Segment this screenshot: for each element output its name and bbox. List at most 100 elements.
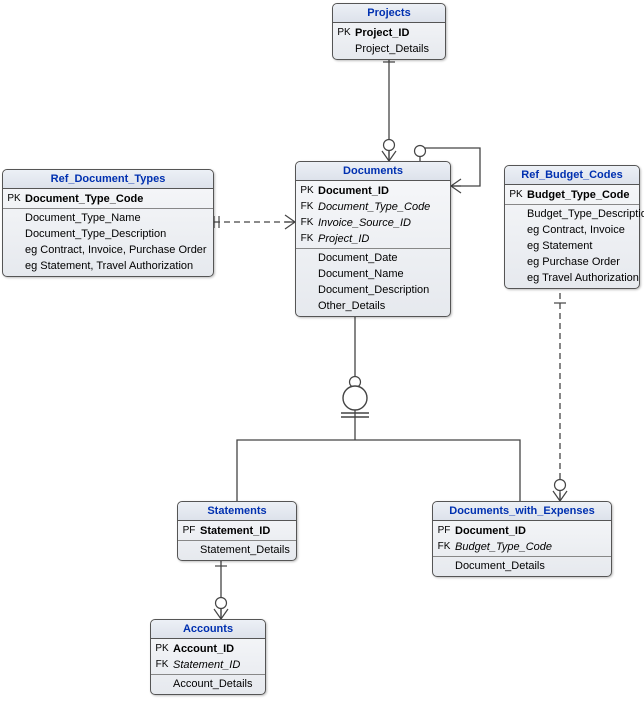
attribute-row: PFStatement_ID (178, 523, 296, 539)
er-diagram-canvas: Projects PKProject_IDProject_Details Ref… (0, 0, 644, 709)
key-indicator (3, 227, 25, 241)
entity-body: PKBudget_Type_Code Budget_Type_Descriptio… (505, 185, 639, 288)
attribute-row: Account_Details (151, 676, 265, 692)
attribute-label: Document_Name (318, 267, 444, 281)
attribute-label: Statement_ID (173, 658, 259, 672)
attribute-row: FKInvoice_Source_ID (296, 215, 450, 231)
attribute-row: Document_Details (433, 558, 611, 574)
attribute-row: Other_Details (296, 298, 450, 314)
entity-title: Ref_Budget_Codes (505, 166, 639, 185)
entity-title: Statements (178, 502, 296, 521)
attribute-label: Document_Type_Code (25, 192, 207, 206)
attribute-label: Document_Type_Description (25, 227, 207, 241)
attribute-row: PKDocument_ID (296, 183, 450, 199)
key-indicator (296, 283, 318, 297)
attribute-row: Document_Type_Name (3, 210, 213, 226)
attribute-label: Invoice_Source_ID (318, 216, 444, 230)
attribute-row: PKDocument_Type_Code (3, 191, 213, 207)
key-indicator: PF (433, 524, 455, 538)
entity-body: PKDocument_Type_Code Document_Type_Name Do… (3, 189, 213, 276)
attribute-label: Project_ID (355, 26, 439, 40)
attribute-row: FKProject_ID (296, 231, 450, 247)
attribute-row: Document_Description (296, 282, 450, 298)
key-indicator: FK (296, 216, 318, 230)
entity-documents: Documents PKDocument_IDFKDocument_Type_C… (295, 161, 451, 317)
attribute-row: eg Statement (505, 238, 639, 254)
attribute-row: eg Travel Authorization (505, 270, 639, 286)
key-indicator: PK (333, 26, 355, 40)
entity-body: PKProject_IDProject_Details (333, 23, 445, 59)
key-indicator: PK (151, 642, 173, 656)
attribute-row: PKProject_ID (333, 25, 445, 41)
attribute-label: eg Statement (527, 239, 633, 253)
attribute-row: Document_Name (296, 266, 450, 282)
entity-ref-document-types: Ref_Document_Types PKDocument_Type_CodeD… (2, 169, 214, 277)
attribute-label: Project_Details (355, 42, 439, 56)
attribute-row: PFDocument_ID (433, 523, 611, 539)
attribute-label: eg Contract, Invoice, Purchase Order (25, 243, 207, 257)
attribute-row: eg Contract, Invoice (505, 222, 639, 238)
attribute-row: eg Contract, Invoice, Purchase Order (3, 242, 213, 258)
entity-title: Documents (296, 162, 450, 181)
attribute-row: PKBudget_Type_Code (505, 187, 639, 203)
key-indicator (296, 299, 318, 313)
attribute-label: Budget_Type_Description (527, 207, 644, 221)
key-indicator (505, 223, 527, 237)
key-indicator (296, 267, 318, 281)
key-indicator (505, 239, 527, 253)
attribute-label: eg Contract, Invoice (527, 223, 633, 237)
attribute-row: Statement_Details (178, 542, 296, 558)
key-indicator: PF (178, 524, 200, 538)
key-indicator: FK (296, 232, 318, 246)
attribute-row: FKStatement_ID (151, 657, 265, 673)
key-indicator: PK (296, 184, 318, 198)
entity-accounts: Accounts PKAccount_IDFKStatement_IDAccou… (150, 619, 266, 695)
attribute-label: Statement_ID (200, 524, 290, 538)
attribute-label: Document_Details (455, 559, 605, 573)
entity-title: Documents_with_Expenses (433, 502, 611, 521)
key-indicator (3, 259, 25, 273)
attribute-label: Other_Details (318, 299, 444, 313)
attribute-row: Document_Date (296, 250, 450, 266)
attribute-label: eg Purchase Order (527, 255, 633, 269)
attribute-label: Document_Description (318, 283, 444, 297)
attribute-label: Document_ID (318, 184, 444, 198)
entity-body: PKDocument_IDFKDocument_Type_CodeFKInvoi… (296, 181, 450, 316)
key-indicator (178, 543, 200, 557)
key-indicator (151, 677, 173, 691)
connector-layer (0, 0, 644, 709)
key-indicator: FK (296, 200, 318, 214)
attribute-label: Document_Date (318, 251, 444, 265)
entity-title: Ref_Document_Types (3, 170, 213, 189)
entity-title: Accounts (151, 620, 265, 639)
attribute-row: eg Statement, Travel Authorization (3, 258, 213, 274)
attribute-label: eg Statement, Travel Authorization (25, 259, 207, 273)
attribute-row: FKDocument_Type_Code (296, 199, 450, 215)
entity-body: PKAccount_IDFKStatement_IDAccount_Detail… (151, 639, 265, 694)
key-indicator: FK (433, 540, 455, 554)
attribute-row: Budget_Type_Description (505, 206, 639, 222)
key-indicator (3, 243, 25, 257)
key-indicator (505, 271, 527, 285)
key-indicator: PK (3, 192, 25, 206)
attribute-label: Document_Type_Code (318, 200, 444, 214)
key-indicator (333, 42, 355, 56)
attribute-row: Project_Details (333, 41, 445, 57)
entity-statements: Statements PFStatement_ID Statement_Detai… (177, 501, 297, 561)
attribute-label: Document_Type_Name (25, 211, 207, 225)
attribute-row: FKBudget_Type_Code (433, 539, 611, 555)
key-indicator (296, 251, 318, 265)
entity-body: PFStatement_ID Statement_Details (178, 521, 296, 560)
key-indicator (505, 207, 527, 221)
attribute-label: Statement_Details (200, 543, 290, 557)
attribute-label: eg Travel Authorization (527, 271, 639, 285)
key-indicator: PK (505, 188, 527, 202)
connector-subtype-split (237, 440, 520, 462)
key-indicator (3, 211, 25, 225)
attribute-row: eg Purchase Order (505, 254, 639, 270)
attribute-row: Document_Type_Description (3, 226, 213, 242)
entity-title: Projects (333, 4, 445, 23)
attribute-label: Budget_Type_Code (455, 540, 605, 554)
key-indicator (433, 559, 455, 573)
key-indicator: FK (151, 658, 173, 672)
